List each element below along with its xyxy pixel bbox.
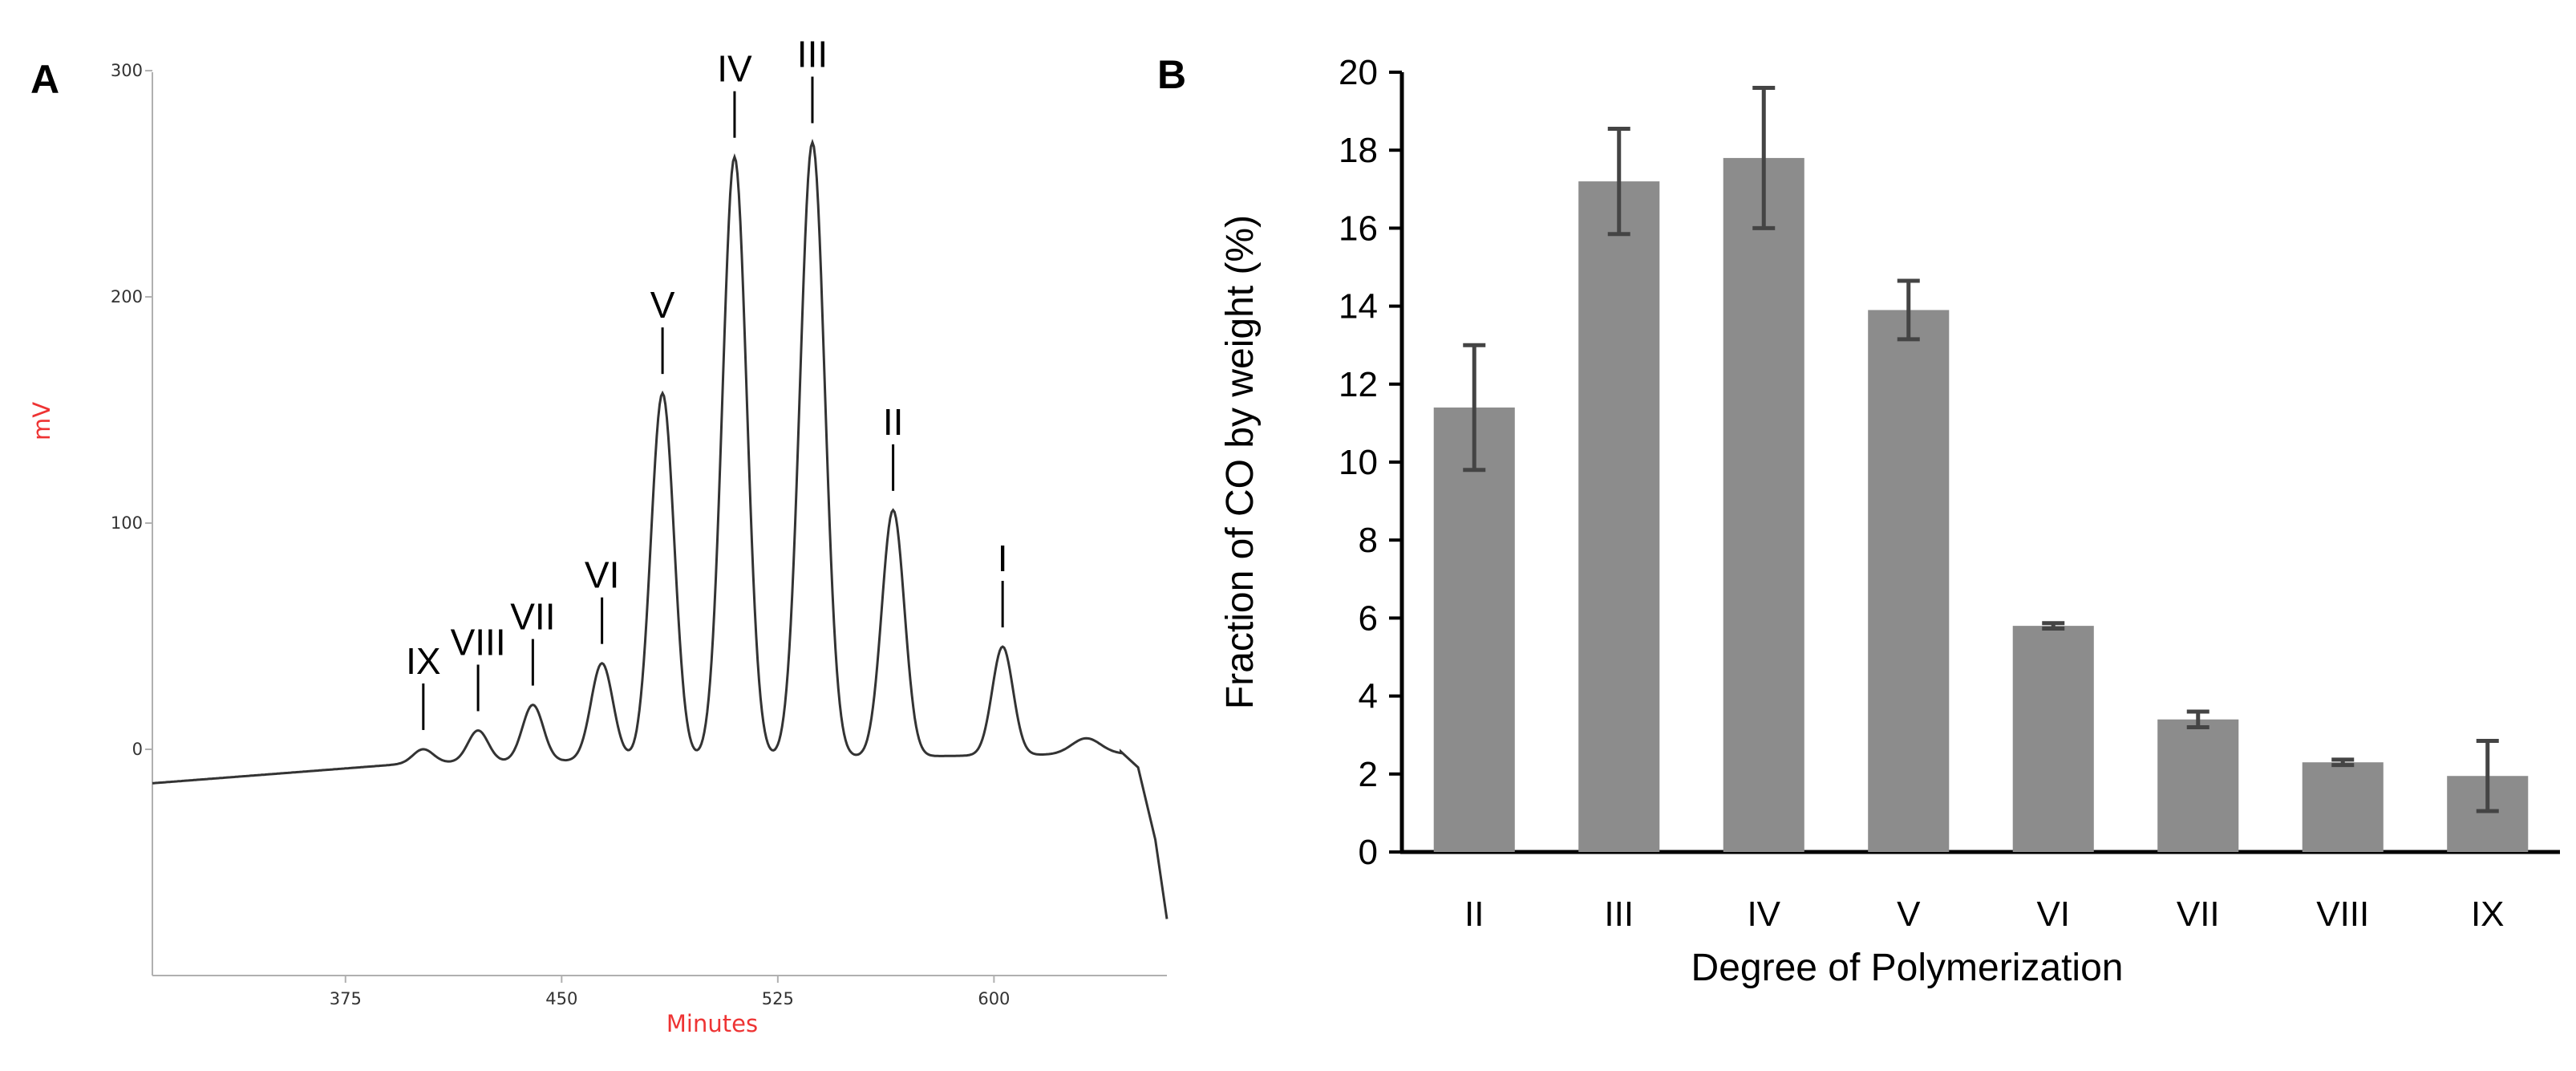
panel-b-letter: B: [1157, 52, 1186, 97]
bar-v: [1868, 310, 1950, 853]
bar-chart-y-tick-label: 12: [1339, 365, 1378, 404]
error-bar-ix: [2476, 738, 2499, 813]
bar-chart-x-axis-label: Degree of Polymerization: [1691, 947, 2124, 989]
bar-chart-y-tick-label: 0: [1359, 833, 1378, 872]
bar-chart-x-tick-label: VIII: [2316, 895, 2369, 934]
bar-chart-y-tick-label: 4: [1359, 677, 1378, 716]
bar-chart-x-tick-label: III: [1604, 895, 1634, 934]
bar-chart-x-tick-label: II: [1464, 895, 1484, 934]
peak-label: III: [797, 34, 828, 75]
peak-label: VII: [510, 596, 555, 638]
chromatogram-x-tick-label: 525: [762, 989, 794, 1008]
bar-chart-x-tick-label: V: [1897, 895, 1921, 934]
chromatogram-y-tick-label: 0: [132, 740, 143, 759]
bar-viii: [2302, 762, 2384, 852]
error-bar-v: [1897, 278, 1920, 342]
error-bar-viii: [2331, 757, 2355, 768]
chromatogram-x-axis-label: Minutes: [666, 1010, 758, 1037]
error-bar-iv: [1752, 85, 1776, 230]
bar-chart-y-tick-label: 10: [1339, 443, 1378, 482]
chromatogram-x-tick-label: 450: [545, 989, 577, 1008]
error-bar-iii: [1607, 126, 1630, 237]
peak-label: VI: [585, 554, 619, 596]
chromatogram-y-tick-label: 300: [111, 61, 143, 80]
bar-chart-y-tick-label: 18: [1339, 131, 1378, 170]
bar-chart-x-tick-label: VII: [2177, 895, 2220, 934]
bar-chart-x-tick-label: VI: [2036, 895, 2070, 934]
error-bar-ii: [1463, 343, 1486, 473]
bar-chart-x-tick-label: IX: [2471, 895, 2505, 934]
peak-label: IX: [406, 640, 440, 682]
chromatogram-y-axis-label: mV: [28, 402, 55, 440]
peak-label: IV: [717, 48, 752, 90]
chromatogram-trace: [152, 138, 1169, 919]
peak-label: V: [650, 284, 675, 326]
error-bar-vi: [2042, 621, 2065, 631]
bar-chart-y-tick-label: 14: [1339, 287, 1378, 327]
bar-chart-x-tick-label: IV: [1747, 895, 1780, 934]
error-bar-vii: [2186, 709, 2209, 729]
bar-iii: [1578, 181, 1660, 852]
peak-label: VIII: [451, 621, 506, 663]
panel-a-letter: A: [30, 57, 59, 102]
bar-chart-y-tick-label: 20: [1339, 53, 1378, 92]
peak-label: I: [998, 538, 1008, 579]
bar-chart-y-tick-label: 16: [1339, 209, 1378, 248]
chromatogram-y-tick-label: 100: [111, 513, 143, 533]
bar-chart-y-tick-label: 6: [1359, 598, 1378, 638]
bar-iv: [1723, 157, 1804, 853]
bar-chart-y-tick-label: 2: [1359, 755, 1378, 794]
bar-vi: [2012, 626, 2094, 852]
bar-ii: [1433, 407, 1515, 853]
chromatogram-x-tick-label: 600: [978, 989, 1010, 1008]
bar-chart-y-axis-label: Fraction of CO by weight (%): [1219, 215, 1262, 709]
chromatogram-y-tick-label: 200: [111, 287, 143, 306]
bar-vii: [2157, 719, 2239, 852]
bar-chart-y-tick-label: 8: [1359, 521, 1378, 560]
chromatogram-x-tick-label: 375: [330, 989, 362, 1008]
peak-label: II: [883, 401, 904, 443]
